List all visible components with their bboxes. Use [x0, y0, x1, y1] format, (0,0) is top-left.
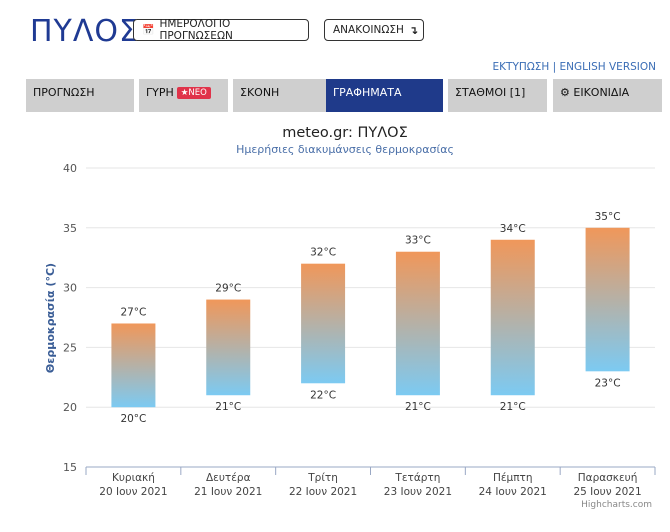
x-tick-label-day: Κυριακή [112, 472, 155, 484]
tab-charts[interactable]: ΓΡΑΦΗΜΑΤΑ [326, 79, 443, 112]
x-tick-label-date: 21 Ιουν 2021 [194, 486, 262, 498]
temperature-range-bar[interactable] [111, 323, 156, 408]
min-temp-label: 20°C [120, 413, 146, 425]
english-version-link[interactable]: ENGLISH VERSION [559, 61, 656, 73]
temperature-range-bar[interactable] [395, 251, 440, 396]
tab-charts-label: ΓΡΑΦΗΜΑΤΑ [333, 86, 402, 99]
max-temp-label: 29°C [215, 283, 241, 295]
y-tick-label: 25 [63, 341, 77, 354]
temperature-range-bar[interactable] [585, 227, 630, 372]
y-tick-label: 35 [63, 222, 77, 235]
tab-icons-label: ΕΙΚΟΝΙΔΙΑ [573, 86, 630, 99]
tab-dust-label: ΣΚΟΝΗ [240, 86, 280, 99]
highcharts-credits[interactable]: Highcharts.com [581, 500, 652, 510]
y-tick-label: 40 [63, 162, 77, 175]
announcement-button[interactable]: ΑΝΑΚΟΙΝΩΣΗ ↴ [324, 19, 424, 41]
tab-dust[interactable]: ΣΚΟΝΗ [233, 79, 340, 112]
x-tick-label-day: Δευτέρα [206, 472, 251, 484]
print-link[interactable]: ΕΚΤΥΠΩΣΗ [492, 61, 550, 73]
min-temp-label: 21°C [500, 401, 526, 413]
x-tick-label-date: 25 Ιουν 2021 [573, 486, 641, 498]
max-temp-label: 33°C [405, 235, 431, 247]
x-tick-label-day: Παρασκευή [578, 472, 638, 484]
new-badge: ★ΝΕΟ [176, 87, 211, 99]
new-badge-label: ΝΕΟ [188, 88, 207, 98]
max-temp-label: 32°C [310, 247, 336, 259]
temperature-range-bar[interactable] [301, 263, 346, 384]
x-tick-label-day: Τρίτη [307, 472, 338, 484]
tab-icons[interactable]: ⚙ ΕΙΚΟΝΙΔΙΑ [553, 79, 662, 112]
max-temp-label: 27°C [120, 306, 146, 318]
max-temp-label: 35°C [595, 211, 621, 223]
tab-forecast-label: ΠΡΟΓΝΩΣΗ [33, 86, 95, 99]
x-tick-label-day: Τετάρτη [394, 472, 440, 484]
x-tick-label-date: 20 Ιουν 2021 [99, 486, 167, 498]
main-tabs: ΠΡΟΓΝΩΣΗ ΓΥΡΗ ★ΝΕΟ ΣΚΟΝΗ ΓΡΑΦΗΜΑΤΑ ΣΤΑΘΜΟ… [26, 79, 662, 112]
tab-forecast[interactable]: ΠΡΟΓΝΩΣΗ [26, 79, 134, 112]
y-axis-title: Θερμοκρασία (°C) [44, 263, 57, 373]
tab-stations-label: ΣΤΑΘΜΟΙ [1] [455, 86, 526, 99]
forecast-calendar-button[interactable]: 📅 ΗΜΕΡΟΛΟΓΙΟ ΠΡΟΓΝΩΣΕΩΝ [133, 18, 309, 42]
forecast-calendar-label: ΗΜΕΡΟΛΟΓΙΟ ΠΡΟΓΝΩΣΕΩΝ [159, 18, 233, 42]
min-temp-label: 21°C [405, 401, 431, 413]
star-icon: ★ [180, 88, 189, 98]
temperature-range-bar[interactable] [490, 239, 535, 396]
tab-pollen-label: ΓΥΡΗ [146, 86, 174, 99]
city-title: ΠΥΛΟΣ [30, 14, 139, 49]
tab-stations[interactable]: ΣΤΑΘΜΟΙ [1] [448, 79, 547, 112]
min-temp-label: 21°C [215, 401, 241, 413]
max-temp-label: 34°C [500, 223, 526, 235]
x-tick-label-date: 23 Ιουν 2021 [384, 486, 452, 498]
x-tick-label-date: 22 Ιουν 2021 [289, 486, 357, 498]
y-tick-label: 15 [63, 461, 77, 474]
min-temp-label: 22°C [310, 389, 336, 401]
x-tick-label-date: 24 Ιουν 2021 [479, 486, 547, 498]
announcement-label: ΑΝΑΚΟΙΝΩΣΗ [333, 24, 404, 36]
tab-pollen[interactable]: ΓΥΡΗ ★ΝΕΟ [139, 79, 228, 112]
calendar-icon: 📅 [142, 24, 155, 36]
x-tick-label-day: Πέμπτη [493, 472, 533, 484]
min-temp-label: 23°C [595, 377, 621, 389]
y-tick-label: 20 [63, 401, 77, 414]
temperature-range-bar[interactable] [206, 299, 251, 396]
chart-title: meteo.gr: ΠΥΛΟΣ [282, 125, 408, 141]
top-links: ΕΚΤΥΠΩΣΗ | ENGLISH VERSION [493, 61, 656, 73]
arrow-down-icon: ↴ [408, 23, 419, 37]
gear-icon: ⚙ [560, 86, 570, 99]
link-separator: | [549, 61, 560, 73]
chart-subtitle: Ημερήσιες διακυμάνσεις θερμοκρασίας [236, 143, 454, 156]
y-tick-label: 30 [63, 282, 77, 295]
